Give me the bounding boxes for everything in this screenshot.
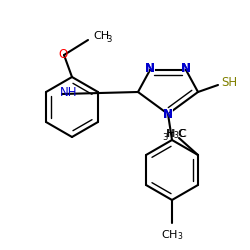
Text: H$_3$C: H$_3$C: [164, 127, 188, 141]
Text: N: N: [163, 108, 173, 120]
Text: 3: 3: [106, 34, 112, 43]
Text: H: H: [166, 129, 175, 139]
Text: N: N: [144, 62, 156, 76]
Text: N: N: [162, 108, 173, 120]
Text: N: N: [145, 62, 155, 76]
Text: CH$_3$: CH$_3$: [161, 228, 183, 242]
Text: SH: SH: [221, 76, 237, 90]
Text: 3: 3: [162, 132, 168, 141]
Text: N: N: [180, 62, 192, 76]
Text: N: N: [163, 108, 173, 120]
Text: C: C: [177, 129, 185, 139]
Text: O: O: [58, 48, 68, 60]
Text: NH: NH: [60, 86, 78, 100]
Text: N: N: [181, 62, 191, 76]
Text: CH: CH: [93, 31, 109, 41]
Text: N: N: [145, 62, 155, 76]
Text: N: N: [181, 62, 191, 76]
